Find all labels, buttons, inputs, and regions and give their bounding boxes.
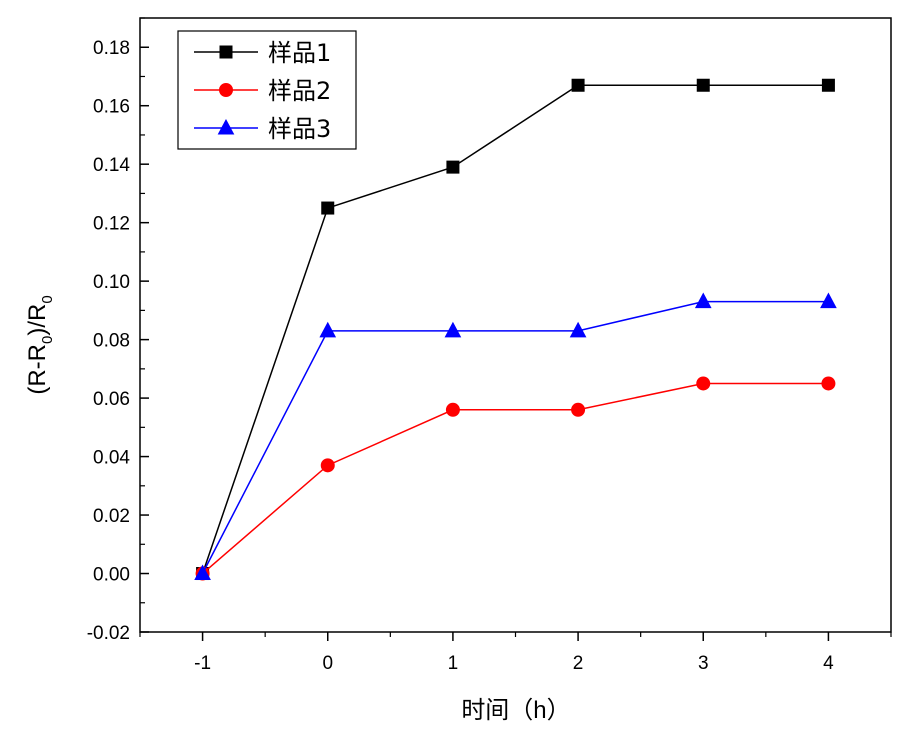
series-line — [201, 300, 829, 574]
data-point — [321, 201, 335, 215]
x-tick-label: 3 — [698, 653, 709, 674]
legend-marker — [217, 118, 235, 135]
data-point — [696, 78, 710, 92]
x-tick-label: 4 — [823, 653, 834, 674]
y-axis-title-sub2: 0 — [39, 295, 56, 303]
y-tick-label: 0.08 — [93, 331, 130, 352]
y-tick-label: 0.16 — [93, 97, 130, 118]
series-2 — [195, 376, 836, 581]
data-point — [446, 160, 460, 174]
legend-item: 样品1 — [194, 39, 331, 67]
y-tick-label: 0.12 — [93, 214, 130, 235]
legend-label: 样品2 — [268, 77, 331, 105]
series-line — [201, 84, 829, 574]
y-tick-label: 0.04 — [93, 448, 130, 469]
data-point — [694, 292, 712, 309]
data-point — [445, 402, 460, 417]
y-tick-label: 0.18 — [93, 38, 130, 59]
y-tick-label: 0.14 — [93, 155, 130, 176]
axes: -0.02 0.00 0.02 0.04 0.06 0.08 0.10 0.12 0.14 0.1… — [87, 17, 892, 674]
data-point — [696, 376, 711, 391]
legend-label: 样品1 — [268, 39, 331, 67]
legend: 样品1 样品2 样品3 — [177, 30, 357, 150]
data-point — [319, 321, 337, 338]
data-point — [821, 78, 835, 92]
y-tick-label: 0.06 — [93, 389, 130, 410]
x-tick-label: -1 — [194, 653, 211, 674]
series-line — [202, 382, 829, 575]
legend-item: 样品2 — [194, 77, 331, 105]
data-point — [571, 402, 586, 417]
legend-label: 样品3 — [268, 115, 331, 143]
data-point — [320, 458, 335, 473]
data-point — [569, 321, 587, 338]
legend-marker — [219, 83, 233, 97]
series-layer — [194, 78, 837, 581]
data-point — [820, 292, 837, 309]
x-tick-label: 2 — [573, 653, 584, 674]
x-tick-label: 0 — [322, 653, 333, 674]
legend-item: 样品3 — [194, 115, 331, 143]
data-point — [444, 321, 462, 338]
x-tick-label: 1 — [448, 653, 459, 674]
series-1 — [196, 78, 835, 581]
y-axis-title-mid: )/R — [24, 304, 51, 336]
y-axis-title-sub1: 0 — [39, 336, 56, 344]
y-axis-title: (R-R0)/R0 — [24, 295, 56, 394]
data-point — [821, 376, 836, 391]
y-tick-label: -0.02 — [87, 623, 130, 644]
x-axis-title: 时间（h） — [461, 697, 570, 724]
legend-marker — [219, 45, 233, 59]
data-point — [194, 564, 211, 581]
y-tick-label: 0.10 — [93, 272, 130, 293]
data-point — [571, 78, 585, 92]
series-3 — [194, 292, 837, 581]
y-tick-label: 0.02 — [93, 506, 130, 527]
y-axis-title-prefix: (R-R — [24, 344, 51, 395]
y-tick-label: 0.00 — [93, 565, 130, 586]
